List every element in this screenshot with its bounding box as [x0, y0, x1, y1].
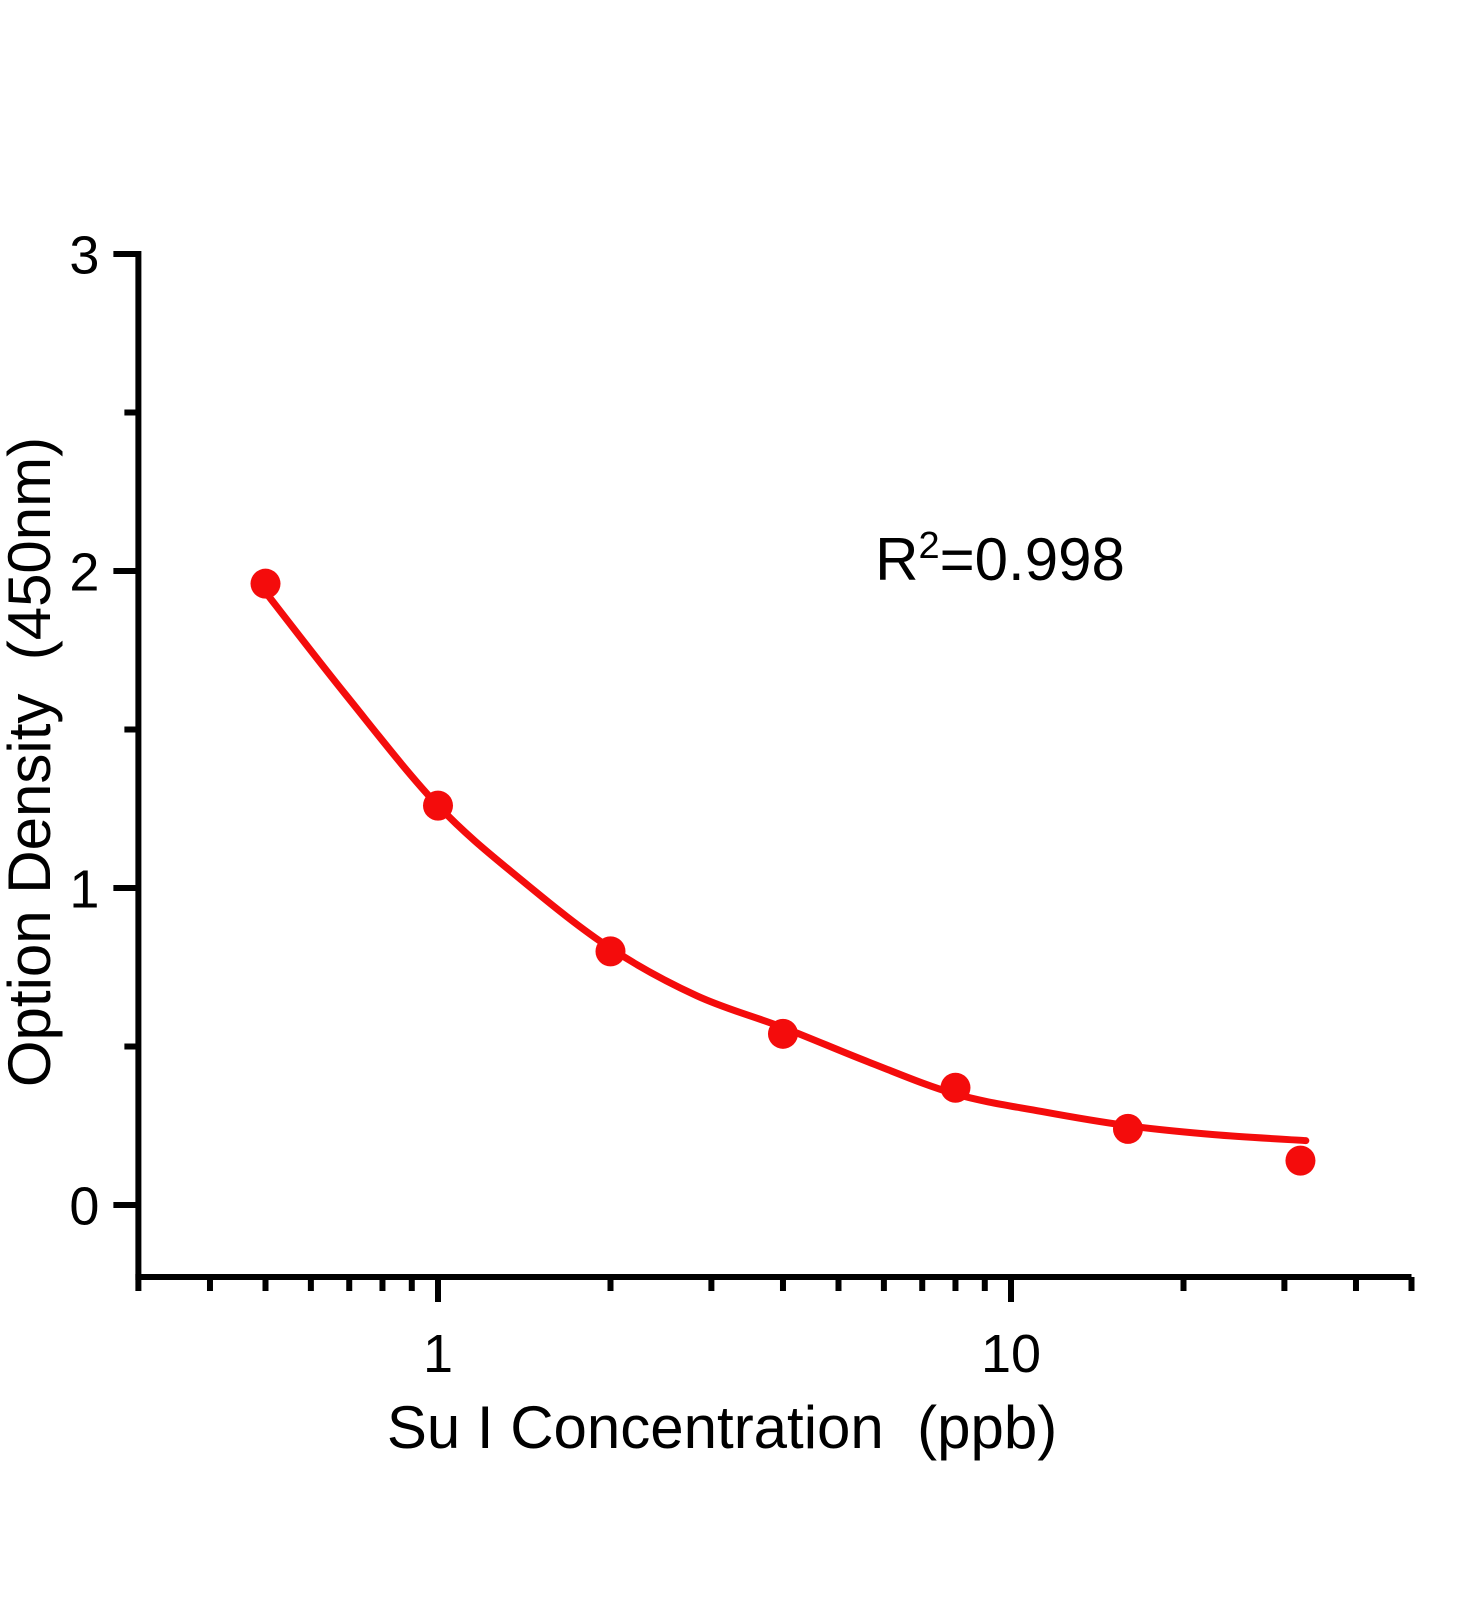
y-axis-tick-labels: 0 1 2 3: [69, 225, 99, 1236]
data-point: [1285, 1145, 1316, 1176]
r-squared-annotation: R2=0.998: [875, 525, 1125, 593]
x-axis-tick-labels: 1 10: [423, 1324, 1041, 1384]
data-point: [1112, 1113, 1143, 1144]
y-tick-label: 1: [69, 859, 99, 919]
x-tick-label: 10: [981, 1324, 1041, 1384]
r-squared-superscript: 2: [919, 525, 940, 567]
data-point: [423, 790, 453, 821]
data-point: [250, 568, 281, 599]
r-squared-base: R: [875, 526, 918, 593]
x-axis-ticks: [135, 1277, 1415, 1302]
y-tick-label: 2: [69, 542, 99, 602]
y-tick-label: 3: [69, 225, 99, 285]
r-squared-value: =0.998: [940, 526, 1125, 593]
data-point: [595, 936, 626, 967]
x-tick-label: 1: [423, 1324, 453, 1384]
x-axis-title: Su I Concentration (ppb): [387, 1394, 1057, 1461]
y-axis-title: Option Density (450nm): [0, 437, 63, 1087]
y-axis-ticks: [113, 251, 139, 1208]
data-point: [940, 1072, 971, 1103]
data-point: [767, 1018, 798, 1049]
y-tick-label: 0: [69, 1176, 99, 1236]
data-points: [250, 568, 1316, 1176]
fit-curve-line: [255, 580, 1310, 1145]
